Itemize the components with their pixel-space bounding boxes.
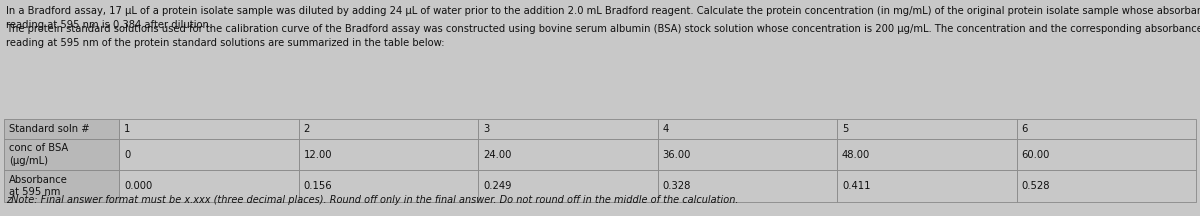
Bar — [478, 119, 658, 139]
Text: 48.00: 48.00 — [842, 150, 870, 160]
Text: 0.000: 0.000 — [124, 181, 152, 191]
Bar — [838, 119, 1016, 139]
Text: 2: 2 — [304, 124, 310, 134]
Bar — [4, 139, 119, 170]
Bar — [838, 139, 1016, 170]
Bar — [1016, 170, 1196, 202]
Text: 5: 5 — [842, 124, 848, 134]
Text: 1: 1 — [124, 124, 131, 134]
Text: 3: 3 — [482, 124, 490, 134]
Text: 24.00: 24.00 — [482, 150, 511, 160]
Text: zNote: Final answer format must be x.xxx (three decimal places). Round off only : zNote: Final answer format must be x.xxx… — [6, 195, 738, 205]
Bar — [4, 119, 119, 139]
Bar — [4, 170, 119, 202]
Text: 60.00: 60.00 — [1021, 150, 1050, 160]
Bar — [658, 170, 838, 202]
Bar — [119, 170, 299, 202]
Bar — [119, 139, 299, 170]
Bar — [838, 170, 1016, 202]
Bar — [1016, 119, 1196, 139]
Bar — [658, 139, 838, 170]
Text: 0.328: 0.328 — [662, 181, 691, 191]
Bar — [478, 139, 658, 170]
Bar — [658, 119, 838, 139]
Bar — [119, 119, 299, 139]
Text: 0.156: 0.156 — [304, 181, 332, 191]
Bar — [299, 170, 478, 202]
Text: 0.411: 0.411 — [842, 181, 870, 191]
Text: conc of BSA
(μg/mL): conc of BSA (μg/mL) — [10, 143, 68, 166]
Text: 12.00: 12.00 — [304, 150, 332, 160]
Bar — [299, 119, 478, 139]
Text: Standard soln #: Standard soln # — [10, 124, 90, 134]
Text: In a Bradford assay, 17 μL of a protein isolate sample was diluted by adding 24 : In a Bradford assay, 17 μL of a protein … — [6, 6, 1200, 30]
Text: 4: 4 — [662, 124, 668, 134]
Text: Absorbance
at 595 nm: Absorbance at 595 nm — [10, 175, 68, 197]
Text: 0.249: 0.249 — [482, 181, 511, 191]
Text: 0.528: 0.528 — [1021, 181, 1050, 191]
Text: 6: 6 — [1021, 124, 1028, 134]
Text: 0: 0 — [124, 150, 131, 160]
Bar — [299, 139, 478, 170]
Text: 36.00: 36.00 — [662, 150, 691, 160]
Bar — [1016, 139, 1196, 170]
Bar — [478, 170, 658, 202]
Text: The protein standard solutions used for the calibration curve of the Bradford as: The protein standard solutions used for … — [6, 24, 1200, 48]
